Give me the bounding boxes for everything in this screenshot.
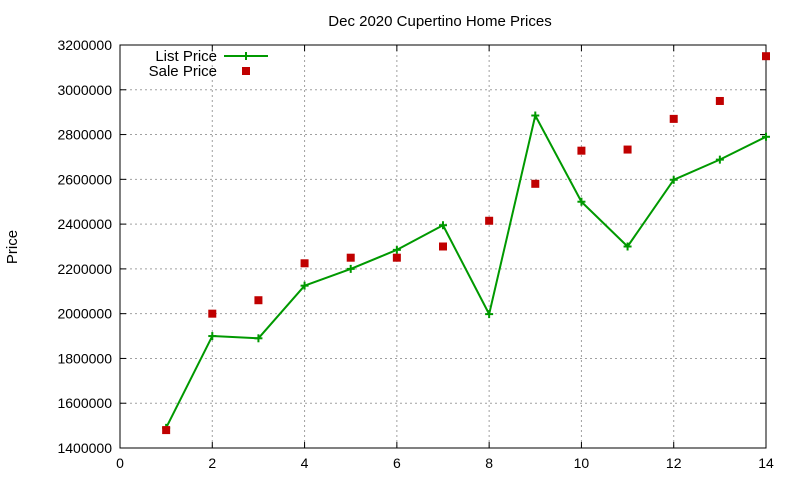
list-price-point — [623, 242, 632, 251]
list-price-point — [392, 245, 401, 254]
plot-frame — [119, 44, 767, 449]
x-tick-label: 2 — [208, 455, 216, 471]
axes: 0 2 4 6 8 10 12 14 1400000 1600000 1800000 2000000 2… — [57, 37, 774, 471]
x-tick-label: 8 — [485, 455, 493, 471]
sale-price-point — [762, 52, 770, 61]
sale-price-point — [577, 146, 586, 155]
list-price-point — [762, 132, 770, 141]
sale-price-point — [531, 179, 540, 188]
y-tick-label: 2200000 — [57, 261, 112, 277]
grid — [120, 45, 766, 448]
sale-price-point — [162, 426, 171, 435]
legend-marker-list-price — [242, 52, 250, 60]
sale-price-point — [715, 96, 724, 105]
sale-price-point — [300, 259, 309, 268]
legend-swatch-sale-price — [242, 67, 250, 75]
list-price-point — [577, 197, 586, 206]
x-tick-label: 4 — [301, 455, 309, 471]
sale-price-point — [485, 216, 494, 225]
sale-price-point — [623, 145, 632, 154]
sale-price-point — [254, 296, 263, 305]
x-tick-label: 14 — [758, 455, 774, 471]
sale-price-point — [392, 253, 401, 262]
y-tick-label: 1600000 — [57, 395, 112, 411]
list-price-point — [254, 334, 263, 343]
list-price-point — [439, 221, 447, 230]
sale-price-point — [439, 242, 447, 251]
list-price-line — [165, 114, 767, 429]
list-price-point — [300, 281, 309, 290]
sale-price-point — [208, 309, 217, 318]
y-tick-label: 1400000 — [57, 440, 112, 456]
y-tick-label: 3200000 — [57, 37, 112, 53]
list-price-point — [208, 332, 217, 341]
x-tick-label: 6 — [393, 455, 401, 471]
sale-price-point — [669, 114, 678, 123]
list-price-point — [715, 155, 724, 164]
legend-label-list-price: List Price — [155, 48, 217, 65]
y-tick-label: 2600000 — [57, 171, 112, 187]
y-axis-label: Price — [4, 230, 21, 264]
legend-label-sale-price: Sale Price — [149, 63, 217, 80]
list-price-point — [485, 310, 494, 319]
y-tick-label: 3000000 — [57, 82, 112, 98]
x-tick-label: 12 — [666, 455, 682, 471]
y-tick-label: 2400000 — [57, 216, 112, 232]
list-price-point — [531, 111, 540, 120]
y-tick-label: 2000000 — [57, 306, 112, 322]
x-tick-label: 0 — [116, 455, 124, 471]
plot-area — [162, 52, 770, 435]
list-price-point — [346, 264, 355, 273]
y-tick-label: 1800000 — [57, 350, 112, 366]
sale-price-point — [346, 253, 355, 262]
x-tick-label: 10 — [574, 455, 590, 471]
list-price-point — [669, 175, 678, 184]
y-tick-label: 2800000 — [57, 127, 112, 143]
chart-title: Dec 2020 Cupertino Home Prices — [328, 13, 551, 30]
